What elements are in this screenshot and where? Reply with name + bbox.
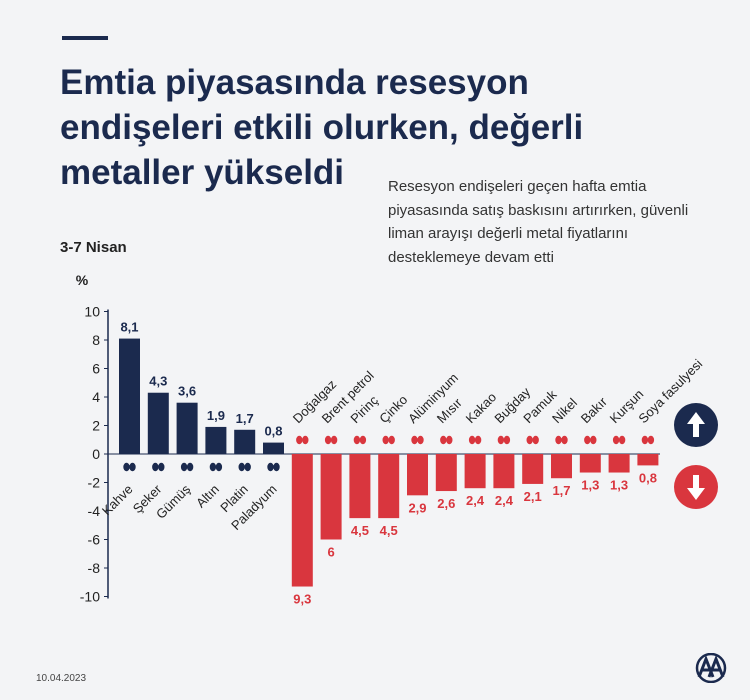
category-label: Çinko (376, 392, 410, 426)
bar-kakao (464, 454, 486, 489)
y-tick-label: -6 (88, 532, 101, 548)
sugar-sack-icon (152, 462, 165, 472)
nickel-bars-icon (555, 435, 568, 445)
date-range: 3-7 Nisan (60, 239, 127, 256)
cotton-icon (526, 435, 539, 445)
data-label: 1,9 (207, 408, 225, 423)
data-label: 4,3 (149, 374, 167, 389)
y-tick-label: -2 (88, 475, 101, 491)
bar-brent-petrol (320, 454, 342, 540)
bar-pirinç (349, 454, 371, 519)
y-tick-label: 8 (92, 332, 100, 348)
category-label: Kakao (463, 389, 500, 426)
data-label: 1,7 (236, 411, 254, 426)
aa-logo (695, 653, 727, 683)
bar-nikel (551, 454, 572, 479)
data-label: 0,8 (264, 424, 282, 439)
data-label: 2,1 (524, 489, 542, 504)
palladium-bars-icon (267, 462, 280, 472)
data-label: 6 (327, 545, 334, 560)
bar-kahve (119, 338, 140, 454)
silver-bars-icon (180, 462, 194, 472)
title-rule (62, 36, 108, 40)
y-tick-label: -4 (88, 503, 101, 519)
bar-çinko (378, 454, 400, 519)
bar-alüminyum (407, 454, 428, 496)
bar-gümüş (176, 402, 198, 454)
gold-bars-icon (209, 462, 223, 472)
y-tick-label: 2 (92, 418, 100, 434)
bar-paladyum (263, 442, 284, 454)
rice-sack-icon (353, 435, 367, 445)
corn-icon (440, 435, 453, 445)
bar-doğalgaz (291, 454, 313, 587)
data-label: 4,5 (380, 523, 398, 538)
data-label: 8,1 (120, 320, 138, 335)
subtitle: Resesyon endişeleri geçen hafta emtia pi… (388, 178, 689, 266)
y-tick-label: 4 (92, 389, 100, 405)
y-tick-label: -10 (80, 589, 100, 605)
y-tick-label: 6 (92, 361, 100, 377)
oil-barrel-icon (324, 435, 338, 445)
platinum-bars-icon (238, 462, 251, 472)
bar-pamuk (522, 454, 544, 484)
data-label: 0,8 (639, 470, 657, 485)
page-title: Emtia piyasasında resesyon endişeleri et… (60, 63, 584, 192)
copper-bars-icon (584, 435, 597, 445)
data-label: 2,9 (408, 500, 426, 515)
arrow-up-icon (674, 403, 718, 447)
footer-date: 10.04.2023 (36, 673, 87, 684)
gas-flame-icon (296, 435, 309, 445)
arrow-down-icon (674, 465, 718, 509)
data-label: 3,6 (178, 384, 196, 399)
y-unit-label: % (76, 272, 89, 288)
y-tick-label: -8 (88, 560, 101, 576)
bar-buğday (493, 454, 515, 489)
data-label: 9,3 (293, 592, 311, 607)
data-label: 2,4 (495, 493, 514, 508)
y-tick-label: 0 (92, 446, 100, 462)
data-label: 2,4 (466, 493, 485, 508)
category-label: Kahve (99, 482, 136, 519)
data-label: 4,5 (351, 523, 369, 538)
bar-kurşun (608, 454, 630, 473)
zinc-bars-icon (382, 435, 395, 445)
category-label: Bakır (578, 394, 611, 427)
bar-altın (205, 426, 227, 454)
bar-şeker (147, 392, 169, 454)
aluminium-bars-icon (411, 435, 424, 445)
bar-bakır (579, 454, 601, 473)
y-tick-label: 10 (84, 304, 100, 320)
lead-bars-icon (612, 435, 626, 445)
coffee-beans-icon (123, 462, 136, 472)
data-label: 1,3 (610, 478, 628, 493)
cocoa-icon (468, 435, 482, 445)
data-label: 2,6 (437, 496, 455, 511)
soybean-icon (641, 435, 655, 445)
bar-soya-fasulyesi (637, 454, 659, 466)
data-label: 1,7 (552, 483, 570, 498)
bar-mısır (435, 454, 457, 492)
bar-platin (234, 429, 256, 454)
wheat-icon (497, 435, 511, 445)
data-label: 1,3 (581, 478, 599, 493)
